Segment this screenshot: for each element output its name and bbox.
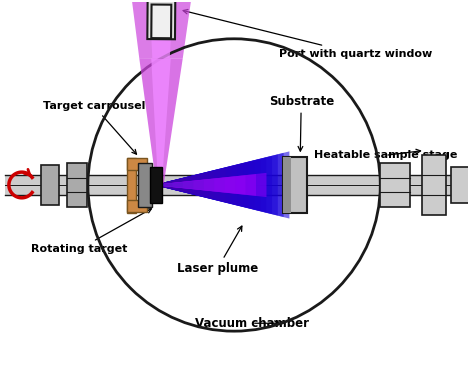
Text: Laser plume: Laser plume [177, 226, 258, 276]
Bar [283, 157, 307, 213]
Bar [138, 163, 152, 207]
Polygon shape [162, 184, 173, 186]
Polygon shape [162, 179, 185, 191]
Polygon shape [162, 159, 260, 211]
Polygon shape [162, 178, 225, 192]
Bar [67, 163, 87, 207]
Polygon shape [162, 180, 204, 190]
Bar [5, 175, 463, 195]
Bar [42, 165, 59, 205]
Polygon shape [162, 179, 214, 191]
Polygon shape [162, 183, 168, 187]
Polygon shape [162, 168, 226, 202]
Polygon shape [162, 170, 220, 200]
Text: Laser beam: Laser beam [0, 364, 1, 365]
Bar [128, 200, 147, 212]
Polygon shape [162, 180, 179, 189]
Polygon shape [129, 0, 194, 58]
Polygon shape [162, 165, 237, 205]
Bar [283, 157, 292, 213]
Text: Target carrousel: Target carrousel [43, 101, 145, 154]
Polygon shape [162, 157, 266, 212]
Bar [150, 167, 162, 203]
Bar [451, 167, 471, 203]
Polygon shape [162, 153, 283, 217]
Polygon shape [162, 162, 249, 208]
Polygon shape [148, 0, 175, 58]
Text: Heatable sample stage: Heatable sample stage [313, 149, 457, 160]
Text: Substrate: Substrate [269, 95, 334, 151]
Polygon shape [139, 58, 182, 183]
Polygon shape [162, 176, 197, 194]
Polygon shape [162, 182, 173, 188]
Polygon shape [162, 174, 256, 196]
Polygon shape [162, 154, 278, 215]
Bar [128, 158, 137, 213]
Text: Port with quartz window: Port with quartz window [183, 9, 432, 59]
Polygon shape [162, 173, 266, 197]
Polygon shape [162, 171, 214, 199]
Polygon shape [147, 0, 175, 39]
Polygon shape [151, 4, 171, 38]
Bar [380, 163, 410, 207]
Polygon shape [162, 177, 191, 193]
Bar [128, 158, 147, 170]
Text: Rotating target: Rotating target [31, 209, 151, 254]
Polygon shape [162, 156, 272, 214]
Polygon shape [162, 181, 193, 189]
Polygon shape [162, 161, 255, 210]
Bar [422, 155, 447, 215]
Polygon shape [162, 175, 246, 195]
Polygon shape [162, 174, 202, 196]
Polygon shape [162, 177, 235, 193]
Polygon shape [162, 182, 183, 187]
Polygon shape [162, 151, 290, 219]
Polygon shape [151, 58, 171, 183]
Polygon shape [162, 167, 231, 203]
Polygon shape [162, 164, 243, 206]
Polygon shape [162, 173, 208, 197]
Text: Vacuum chamber: Vacuum chamber [195, 317, 309, 330]
